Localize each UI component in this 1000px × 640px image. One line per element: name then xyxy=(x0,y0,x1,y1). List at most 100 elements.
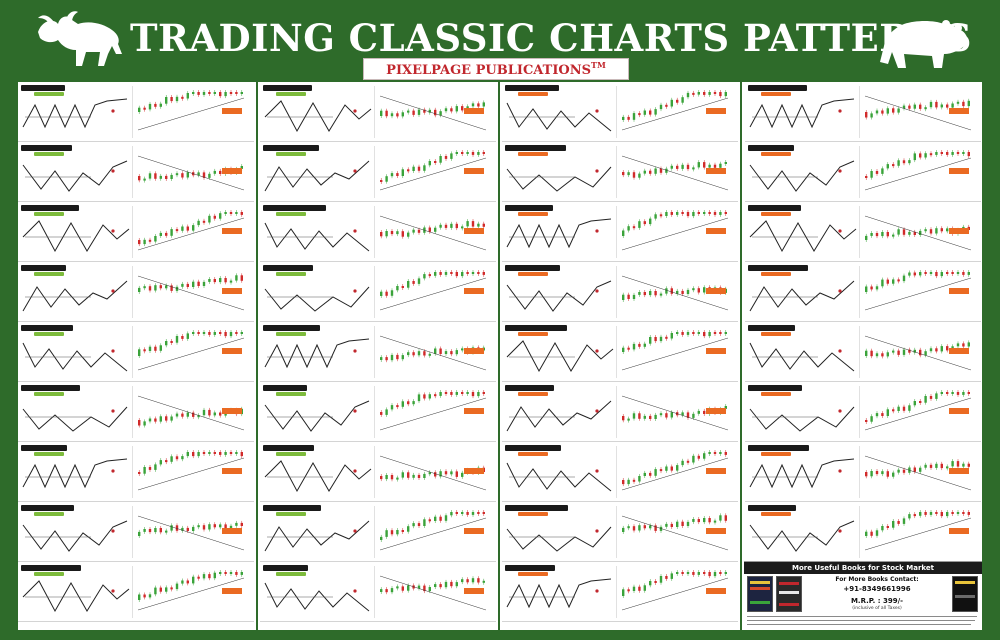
sketch-divider xyxy=(616,326,617,378)
candle-body xyxy=(213,170,216,174)
pattern-candlestick-sketch xyxy=(137,273,245,311)
candle-body xyxy=(643,343,646,347)
candle-body xyxy=(181,173,184,178)
candle-body xyxy=(686,572,690,574)
candle-body xyxy=(638,173,641,178)
pattern-candlestick-sketch xyxy=(379,95,487,131)
candle-body xyxy=(407,585,410,591)
pattern-type-tag xyxy=(276,272,306,276)
candle-body xyxy=(681,212,684,214)
candle-body xyxy=(708,92,711,95)
candle-body xyxy=(466,512,469,515)
pattern-candlestick-sketch xyxy=(137,515,245,551)
candle-body xyxy=(665,168,668,173)
candle-body xyxy=(423,274,426,279)
pattern-line-sketch xyxy=(22,458,128,489)
candle-body xyxy=(428,109,431,113)
candle-body xyxy=(724,452,727,455)
candle-body xyxy=(407,352,410,356)
candle-body xyxy=(870,171,873,178)
candle-body xyxy=(875,530,879,536)
candle-body xyxy=(461,106,464,111)
candle-body xyxy=(962,463,965,467)
candle-body xyxy=(724,572,727,574)
candle-body xyxy=(186,333,189,339)
trading-point-tag xyxy=(706,288,726,294)
candle-body xyxy=(632,172,636,178)
pattern-row xyxy=(18,203,254,262)
candle-body xyxy=(627,418,630,421)
trading-point-marker xyxy=(838,109,842,113)
pattern-label-badge xyxy=(263,445,314,451)
pattern-line-sketch xyxy=(506,400,612,432)
candle-body xyxy=(380,291,383,296)
candle-body xyxy=(477,272,480,274)
candle-body xyxy=(428,274,431,277)
candle-body xyxy=(461,226,464,229)
trend-line xyxy=(621,577,729,611)
pattern-label-badge xyxy=(263,85,312,91)
candle-body xyxy=(471,272,475,274)
pattern-line xyxy=(22,160,128,192)
sketch-divider xyxy=(132,566,133,618)
candle-body xyxy=(213,279,216,283)
candle-body xyxy=(913,349,916,353)
trend-line xyxy=(864,157,972,191)
pattern-label-badge xyxy=(263,505,321,511)
candle-body xyxy=(159,416,162,422)
candle-body xyxy=(208,279,211,282)
pattern-line-sketch xyxy=(749,406,855,432)
pattern-row xyxy=(745,263,981,322)
candle-body xyxy=(870,113,873,118)
trading-point-tag xyxy=(222,108,242,114)
candle-body xyxy=(138,287,141,292)
candle-body xyxy=(649,170,652,174)
candle-body xyxy=(175,229,179,232)
candle-body xyxy=(697,288,700,293)
pattern-label-badge xyxy=(505,445,561,451)
candle-body xyxy=(170,456,173,462)
candle-body xyxy=(423,351,426,356)
candle-body xyxy=(455,272,458,277)
trading-point-marker xyxy=(595,529,599,533)
candle-body xyxy=(385,291,388,296)
candle-body xyxy=(202,452,206,454)
candle-body xyxy=(697,455,700,459)
candle-body xyxy=(390,475,394,480)
candle-body xyxy=(870,471,873,477)
candle-body xyxy=(202,172,206,178)
candle-body xyxy=(471,392,475,397)
pattern-line xyxy=(506,526,612,552)
candle-body xyxy=(224,572,227,574)
candle-body xyxy=(719,452,722,454)
candle-body xyxy=(450,351,453,355)
candle-body xyxy=(202,281,206,286)
trading-point-tag xyxy=(706,228,726,234)
candle-body xyxy=(213,572,216,579)
pattern-line xyxy=(22,458,128,489)
pattern-row xyxy=(502,563,738,622)
candle-body xyxy=(192,452,195,457)
candle-body xyxy=(870,531,873,536)
trading-point-tag xyxy=(222,468,242,474)
candle-body xyxy=(428,472,431,475)
trading-point-tag xyxy=(464,348,484,354)
candle-body xyxy=(929,229,933,234)
pattern-line-sketch xyxy=(506,578,612,609)
pattern-type-tag xyxy=(761,152,791,156)
candle-body xyxy=(197,525,200,528)
trend-line xyxy=(137,395,245,431)
candle-body xyxy=(724,515,727,521)
candle-body xyxy=(434,161,437,163)
candle-body xyxy=(659,336,663,342)
candle-body xyxy=(423,519,426,526)
candle-body xyxy=(412,110,415,115)
candle-body xyxy=(892,164,895,167)
candle-body xyxy=(875,171,879,174)
candle-body xyxy=(428,227,431,232)
pattern-type-tag xyxy=(761,92,791,96)
candle-body xyxy=(622,416,625,421)
candle-body xyxy=(482,102,485,107)
pattern-row xyxy=(18,263,254,322)
